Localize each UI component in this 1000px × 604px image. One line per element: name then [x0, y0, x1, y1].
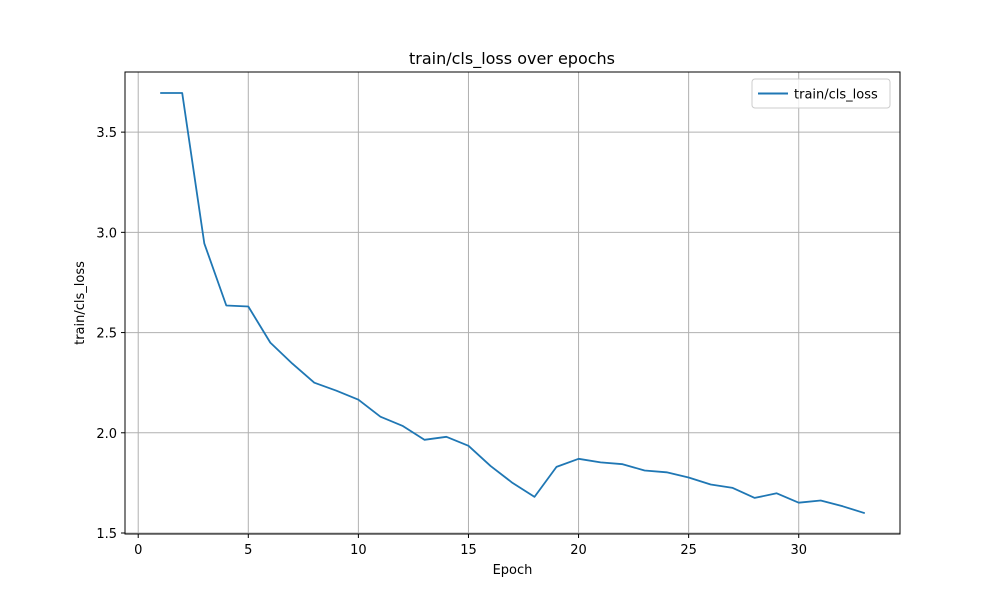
- plot-frame: [125, 72, 900, 534]
- y-axis-label: train/cls_loss: [73, 261, 88, 345]
- x-tick-label: 20: [570, 543, 587, 558]
- x-tick-label: 10: [350, 543, 367, 558]
- x-tick-label: 25: [680, 543, 697, 558]
- y-tick-label: 3.0: [96, 226, 117, 241]
- x-tick-label: 30: [790, 543, 807, 558]
- y-tick-label: 2.5: [96, 327, 117, 342]
- x-axis-label: Epoch: [493, 563, 533, 578]
- x-tick-label: 15: [460, 543, 477, 558]
- grid-lines: [125, 72, 900, 534]
- legend: train/cls_loss: [752, 79, 890, 108]
- y-tick-label: 3.5: [96, 126, 117, 141]
- axes: 0 5 10 15 20 25 30 1.5 2.0 2.5 3.0 3.5: [96, 126, 807, 558]
- x-tick-label: 0: [134, 543, 142, 558]
- legend-label: train/cls_loss: [794, 88, 878, 103]
- chart-title: train/cls_loss over epochs: [409, 49, 615, 69]
- series-lines: [160, 93, 865, 513]
- y-tick-label: 2.0: [96, 427, 117, 442]
- y-tick-label: 1.5: [96, 527, 117, 542]
- x-tick-label: 5: [244, 543, 252, 558]
- series-line-0: [160, 93, 865, 513]
